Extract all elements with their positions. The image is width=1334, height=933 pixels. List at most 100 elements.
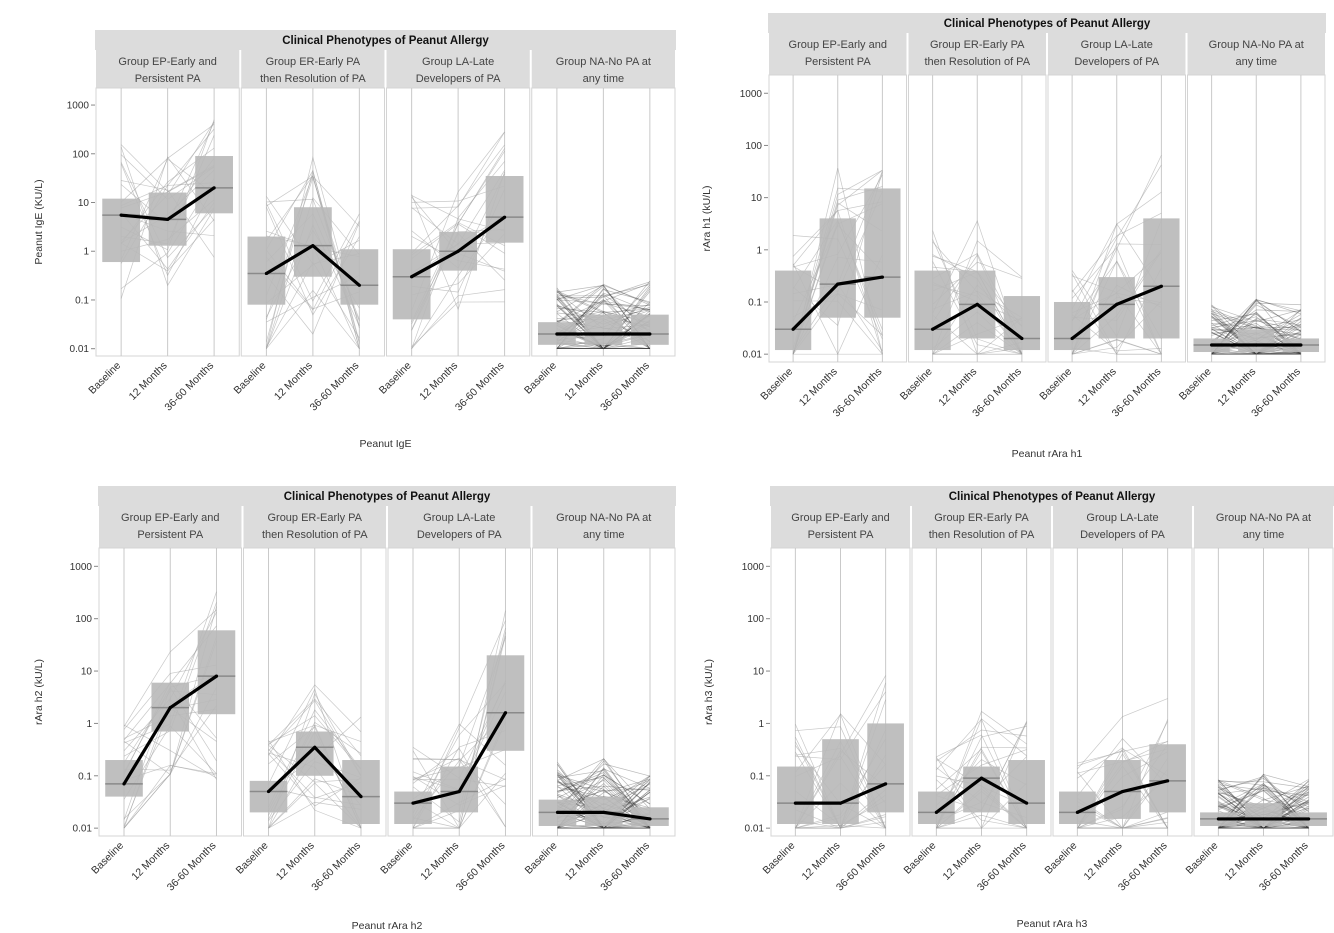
facet-label-line1: Group LA-Late bbox=[423, 512, 495, 524]
panel-title: Clinical Phenotypes of Peanut Allergy bbox=[282, 35, 489, 47]
y-tick-label: 10 bbox=[751, 193, 763, 204]
panel-peanut-ige: Clinical Phenotypes of Peanut Allergy 100… bbox=[33, 30, 676, 450]
subject-trajectory bbox=[266, 203, 360, 302]
y-tick-label: 0.01 bbox=[745, 824, 765, 835]
subject-trajectory bbox=[556, 289, 650, 350]
x-tick-label: 12 Months bbox=[797, 366, 840, 409]
subject-trajectory bbox=[1218, 773, 1309, 829]
facet-strip bbox=[388, 506, 531, 548]
box-baseline bbox=[394, 791, 432, 824]
y-tick-label: 100 bbox=[745, 141, 762, 152]
y-tick-label: 100 bbox=[75, 614, 92, 625]
y-tick-label: 100 bbox=[747, 614, 764, 625]
subject-trajectory bbox=[1218, 781, 1309, 801]
facet-strip bbox=[1048, 33, 1186, 75]
subject-trajectory bbox=[557, 779, 651, 829]
panel-title-band bbox=[770, 486, 1334, 506]
median-point bbox=[166, 217, 170, 222]
subject-trajectory bbox=[936, 710, 1027, 829]
facet-strip bbox=[386, 50, 530, 88]
x-tick-label: Baseline bbox=[232, 360, 269, 397]
box-36-60-months bbox=[1149, 744, 1186, 813]
subject-trajectory bbox=[411, 289, 505, 349]
subject-trajectory bbox=[1211, 298, 1302, 355]
facet-strip bbox=[769, 33, 907, 75]
y-axis-label: rAra h3 (kU/L) bbox=[703, 659, 715, 725]
subject-trajectory bbox=[1211, 310, 1301, 329]
subject-trajectory bbox=[1211, 322, 1301, 335]
subject-trajectory bbox=[1218, 775, 1309, 829]
x-tick-label: 12 Months bbox=[1081, 840, 1124, 883]
median-point bbox=[1115, 302, 1119, 306]
subject-trajectory bbox=[1218, 793, 1309, 829]
x-tick-label: 36-60 Months bbox=[454, 840, 508, 894]
box-36-60-months bbox=[197, 630, 236, 715]
panel-rara-h3: Clinical Phenotypes of Peanut Allergy100… bbox=[703, 486, 1334, 930]
median-point bbox=[1210, 343, 1214, 347]
facet-strip bbox=[1187, 33, 1325, 75]
x-tick-label: Baseline bbox=[1184, 840, 1221, 877]
facet-strip bbox=[912, 506, 1051, 548]
subject-trajectory bbox=[557, 764, 651, 829]
y-tick-label: 0.1 bbox=[748, 297, 762, 308]
subject-trajectory bbox=[1211, 351, 1301, 355]
subject-trajectory bbox=[936, 749, 1027, 796]
facet-3: Group NA-No PA at any time Baseline 12 Mont… bbox=[522, 50, 676, 414]
x-tick-label: 36-60 Months bbox=[308, 360, 362, 414]
facet-2: Group LA-Late Developers of PA Baseline 12 … bbox=[378, 506, 531, 894]
subject-trajectory bbox=[1211, 352, 1301, 355]
median-point bbox=[503, 215, 507, 219]
facet-label-line2: Developers of PA bbox=[1074, 56, 1159, 68]
median-point bbox=[212, 186, 216, 190]
median-point bbox=[1020, 336, 1024, 341]
panel-title-band bbox=[98, 486, 676, 506]
subject-trajectory bbox=[556, 294, 650, 350]
subject-trajectory bbox=[1218, 774, 1309, 829]
y-axis-label: rAra h1 (kU/L) bbox=[701, 186, 713, 252]
facet-label-line2: then Resolution of PA bbox=[929, 529, 1035, 541]
subject-trajectory bbox=[268, 700, 362, 777]
subject-trajectory bbox=[557, 762, 650, 829]
median-point bbox=[456, 249, 460, 253]
subject-trajectory bbox=[1218, 780, 1309, 829]
subject-trajectory bbox=[557, 785, 651, 792]
x-tick-label: 12 Months bbox=[127, 360, 170, 403]
facet-strip bbox=[241, 50, 385, 88]
facet-strip bbox=[1194, 506, 1333, 548]
facet-label-line2: then Resolution of PA bbox=[924, 56, 1030, 68]
y-tick-label: 0.1 bbox=[78, 771, 92, 782]
y-tick-label: 1000 bbox=[67, 101, 90, 112]
subject-trajectory bbox=[557, 763, 651, 829]
facet-1: Group ER-Early PA then Resolution of PA Ba… bbox=[902, 506, 1052, 894]
facet-2: Group LA-Late Developers of PA Baseline 12 … bbox=[1043, 506, 1193, 894]
y-tick-label: 0.01 bbox=[73, 824, 93, 835]
subject-trajectory bbox=[1218, 776, 1309, 828]
y-tick-label: 10 bbox=[78, 198, 90, 209]
median-point bbox=[648, 817, 652, 821]
x-tick-label: 36-60 Months bbox=[162, 360, 216, 414]
panel-title-band bbox=[768, 13, 1326, 33]
y-tick-label: 1000 bbox=[740, 89, 763, 100]
box-baseline bbox=[914, 270, 951, 351]
subject-trajectory bbox=[1218, 799, 1309, 829]
box-36-60-months bbox=[630, 314, 669, 345]
y-axis-label: Peanut IgE (KU/L) bbox=[33, 179, 45, 264]
x-tick-label: Baseline bbox=[523, 840, 560, 877]
median-point bbox=[555, 810, 560, 814]
x-tick-label: 12 Months bbox=[417, 360, 460, 403]
x-axis-label: Peanut rAra h2 bbox=[352, 920, 423, 932]
y-tick-label: 1 bbox=[758, 719, 764, 730]
x-axis-label: Peanut rAra h1 bbox=[1012, 448, 1083, 460]
box-baseline bbox=[918, 791, 955, 824]
y-tick-label: 0.1 bbox=[750, 771, 764, 782]
x-tick-label: 12 Months bbox=[129, 840, 172, 883]
subject-trajectory bbox=[556, 299, 650, 311]
median-point bbox=[122, 782, 126, 786]
subject-trajectory bbox=[1211, 313, 1302, 351]
facet-label-line1: Group EP-Early and bbox=[791, 512, 889, 524]
median-point bbox=[1307, 817, 1311, 821]
median-point bbox=[410, 275, 414, 279]
box-36-60-months bbox=[1008, 760, 1045, 824]
